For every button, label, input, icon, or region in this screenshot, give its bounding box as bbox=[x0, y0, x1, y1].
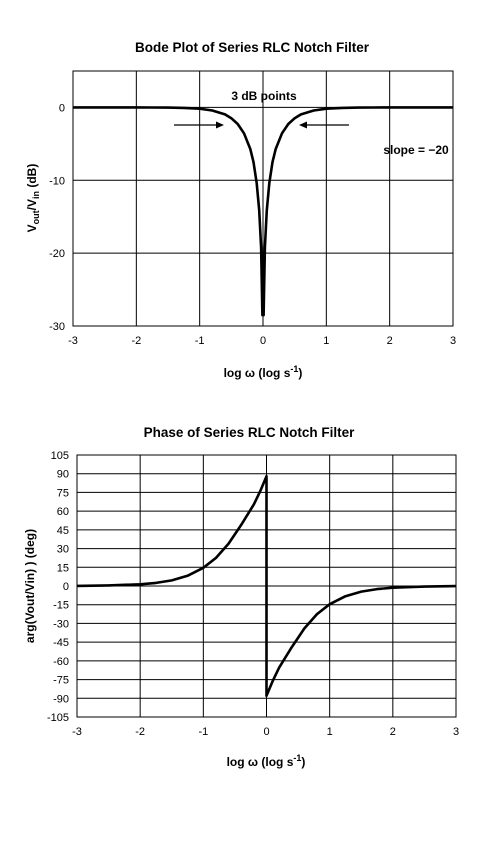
x-tick-label: 3 bbox=[450, 335, 456, 347]
magnitude-x-axis-label: log ω (log s-1) bbox=[224, 364, 303, 380]
magnitude-y-tick-labels: 0 -10 -20 -30 bbox=[49, 102, 65, 333]
phase-y-tick-labels: 105 90 75 60 45 30 15 0 -15 -30 -45 -60 -75 -90 -105 bbox=[47, 450, 69, 724]
y-tick-label: 0 bbox=[63, 581, 69, 593]
magnitude-y-axis-label: Vout/Vin (dB) bbox=[25, 164, 41, 233]
x-tick-label: -1 bbox=[198, 726, 208, 738]
magnitude-plot-frame bbox=[72, 70, 454, 327]
slope-label: slope = −20 bbox=[383, 143, 449, 157]
y-tick-label: 45 bbox=[57, 525, 69, 537]
series-line bbox=[73, 106, 453, 317]
y-tick-label: -30 bbox=[53, 618, 69, 630]
phase-chart-title: Phase of Series RLC Notch Filter bbox=[144, 425, 356, 440]
y-tick-label: 105 bbox=[51, 450, 69, 462]
y-tick-label: -15 bbox=[53, 600, 69, 612]
phase-series bbox=[76, 474, 457, 698]
x-tick-label: 2 bbox=[390, 726, 396, 738]
x-tick-label: 1 bbox=[327, 726, 333, 738]
x-tick-label: -2 bbox=[131, 335, 141, 347]
x-tick-label: -1 bbox=[195, 335, 205, 347]
y-tick-label: -75 bbox=[53, 675, 69, 687]
x-tick-label: 0 bbox=[260, 335, 266, 347]
phase-plot-frame bbox=[76, 454, 457, 718]
magnitude-chart-title: Bode Plot of Series RLC Notch Filter bbox=[135, 40, 370, 55]
x-tick-label: -3 bbox=[72, 726, 82, 738]
y-tick-label: -30 bbox=[49, 321, 65, 333]
y-tick-label: 75 bbox=[57, 487, 69, 499]
y-tick-label: -105 bbox=[47, 712, 69, 724]
y-tick-label: 15 bbox=[57, 562, 69, 574]
magnitude-series bbox=[73, 106, 453, 317]
y-tick-label: 90 bbox=[57, 469, 69, 481]
x-tick-label: 2 bbox=[387, 335, 393, 347]
y-tick-label: -90 bbox=[53, 693, 69, 705]
x-tick-label: 3 bbox=[453, 726, 459, 738]
phase-x-axis-label: log ω (log s-1) bbox=[227, 753, 306, 769]
right-arrow bbox=[299, 121, 349, 129]
phase-chart: Phase of Series RLC Notch Filter 105 90 75… bbox=[23, 425, 459, 769]
x-tick-label: 1 bbox=[323, 335, 329, 347]
x-tick-label: -3 bbox=[68, 335, 78, 347]
y-tick-label: -45 bbox=[53, 637, 69, 649]
y-tick-label: 30 bbox=[57, 544, 69, 556]
phase-x-tick-labels: -3 -2 -1 0 1 2 3 bbox=[72, 726, 459, 738]
y-tick-label: 60 bbox=[57, 506, 69, 518]
x-tick-label: 0 bbox=[263, 726, 269, 738]
series-line bbox=[76, 474, 457, 698]
y-tick-label: -20 bbox=[49, 248, 65, 260]
magnitude-chart: Bode Plot of Series RLC Notch Filter 0 -1… bbox=[25, 40, 456, 380]
phase-y-axis-label: arg(Vout/Vin) ) (deg) bbox=[23, 529, 37, 643]
magnitude-x-tick-labels: -3 -2 -1 0 1 2 3 bbox=[68, 335, 456, 347]
y-tick-label: 0 bbox=[59, 102, 65, 114]
y-tick-label: -10 bbox=[49, 175, 65, 187]
x-tick-label: -2 bbox=[135, 726, 145, 738]
y-tick-label: -60 bbox=[53, 656, 69, 668]
left-arrow bbox=[174, 121, 224, 129]
three-db-label: 3 dB points bbox=[231, 89, 297, 103]
